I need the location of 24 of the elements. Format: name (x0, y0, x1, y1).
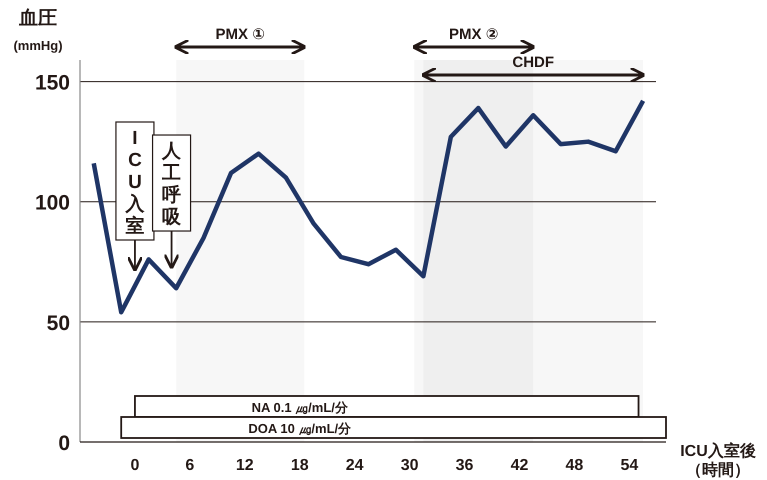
y-tick-label: 150 (34, 72, 70, 95)
x-tick-label: 30 (400, 457, 419, 474)
band-label: PMX ② (449, 26, 498, 43)
x-tick-label: 48 (566, 457, 584, 474)
band-label: CHDF (512, 54, 554, 71)
x-tick-label: 18 (290, 457, 309, 474)
x-tick-label: 54 (620, 457, 638, 474)
annotation: ICU入室 (124, 128, 146, 237)
band-label: NA 0.1 ㎍/mL/分 (252, 400, 349, 415)
x-tick-label: 24 (346, 457, 364, 474)
y-tick-label: 50 (46, 312, 70, 335)
band-label: DOA 10 ㎍/mL/分 (248, 421, 352, 436)
x-axis-title: ICU入室後（時間） (680, 441, 756, 479)
band-label: PMX ① (216, 26, 265, 43)
annotation: 人工呼吸 (161, 141, 182, 228)
y-tick-label: 100 (34, 192, 70, 215)
y-tick-label: 0 (58, 432, 70, 455)
x-tick-label: 0 (130, 457, 140, 474)
line-series (91, 98, 646, 315)
x-tick-label: 12 (236, 457, 254, 474)
x-tick-label: 36 (456, 457, 474, 474)
y-axis-title: 血圧 (mmHg) (13, 8, 63, 53)
x-tick-label: 6 (185, 457, 194, 474)
x-tick-label: 42 (510, 457, 528, 474)
